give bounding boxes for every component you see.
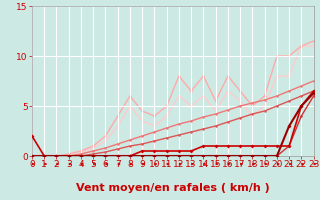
X-axis label: Vent moyen/en rafales ( km/h ): Vent moyen/en rafales ( km/h ) — [76, 183, 270, 193]
